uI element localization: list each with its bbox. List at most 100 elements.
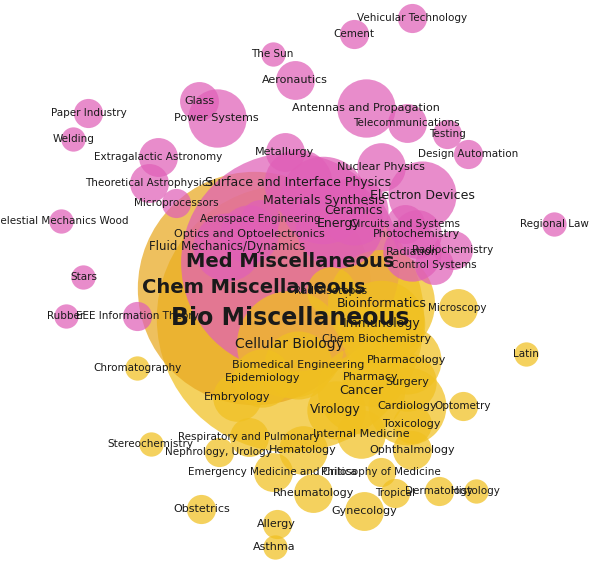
Text: Radiation: Radiation bbox=[385, 247, 439, 257]
Text: Glass: Glass bbox=[184, 95, 214, 106]
Text: Gynecology: Gynecology bbox=[331, 506, 397, 515]
Text: Philosophy of Medicine: Philosophy of Medicine bbox=[322, 467, 441, 476]
Point bbox=[133, 363, 142, 372]
Text: Chem Biochemistry: Chem Biochemistry bbox=[322, 334, 431, 344]
Text: Bio Miscellaneous: Bio Miscellaneous bbox=[170, 306, 409, 331]
Point bbox=[463, 150, 473, 159]
Text: Internal Medicine: Internal Medicine bbox=[313, 428, 409, 438]
Point bbox=[280, 147, 290, 157]
Text: Embryology: Embryology bbox=[203, 392, 270, 402]
Text: Med Miscellaneous: Med Miscellaneous bbox=[185, 253, 394, 271]
Text: Chem Miscellaneous: Chem Miscellaneous bbox=[142, 278, 366, 297]
Point bbox=[61, 312, 71, 321]
Text: Rheumatology: Rheumatology bbox=[272, 488, 354, 498]
Point bbox=[349, 29, 359, 38]
Text: Optometry: Optometry bbox=[434, 401, 491, 411]
Text: Radioisotopes: Radioisotopes bbox=[294, 286, 367, 295]
Text: Dermatology: Dermatology bbox=[406, 486, 473, 496]
Text: Materials Synthesis: Materials Synthesis bbox=[263, 194, 384, 207]
Point bbox=[407, 420, 416, 429]
Point bbox=[68, 134, 78, 143]
Text: Nephrology, Urology: Nephrology, Urology bbox=[165, 447, 272, 457]
Text: Electron Devices: Electron Devices bbox=[370, 189, 475, 202]
Text: Surface and Interface Physics: Surface and Interface Physics bbox=[205, 176, 391, 189]
Text: Cement: Cement bbox=[334, 29, 374, 39]
Point bbox=[290, 76, 300, 85]
Text: Ophthalmology: Ophthalmology bbox=[369, 445, 455, 455]
Point bbox=[356, 429, 366, 438]
Point bbox=[390, 489, 400, 498]
Point bbox=[367, 372, 376, 381]
Text: Welding: Welding bbox=[52, 134, 94, 144]
Point bbox=[153, 153, 163, 162]
Point bbox=[319, 196, 328, 205]
Text: Immunology: Immunology bbox=[343, 317, 420, 330]
Point bbox=[56, 216, 66, 225]
Text: EEE Information Theory: EEE Information Theory bbox=[76, 311, 199, 321]
Point bbox=[222, 242, 232, 251]
Text: Radiochemistry: Radiochemistry bbox=[412, 245, 493, 255]
Text: Asthma: Asthma bbox=[253, 541, 296, 551]
Point bbox=[244, 230, 254, 239]
Point bbox=[371, 334, 381, 344]
Text: Regional Law: Regional Law bbox=[520, 219, 589, 229]
Text: Respiratory and Pulmonary: Respiratory and Pulmonary bbox=[178, 432, 320, 442]
Text: Cancer: Cancer bbox=[339, 384, 383, 397]
Point bbox=[79, 273, 88, 282]
Text: Chromatography: Chromatography bbox=[93, 363, 181, 373]
Point bbox=[250, 283, 259, 292]
Point bbox=[285, 258, 295, 267]
Point bbox=[293, 360, 303, 369]
Point bbox=[453, 303, 463, 312]
Text: Paper Industry: Paper Industry bbox=[50, 108, 127, 118]
Text: Optics and Optoelectronics: Optics and Optoelectronics bbox=[174, 229, 325, 239]
Text: Nuclear Physics: Nuclear Physics bbox=[337, 163, 425, 172]
Point bbox=[285, 314, 295, 323]
Text: Rubber: Rubber bbox=[47, 311, 85, 321]
Point bbox=[361, 103, 371, 112]
Text: Design Automation: Design Automation bbox=[418, 149, 518, 159]
Point bbox=[400, 219, 410, 228]
Point bbox=[270, 542, 280, 551]
Point bbox=[356, 386, 366, 395]
Text: Vehicular Technology: Vehicular Technology bbox=[357, 14, 467, 24]
Text: Aerospace Engineering: Aerospace Engineering bbox=[200, 214, 320, 224]
Text: Microprocessors: Microprocessors bbox=[134, 198, 218, 208]
Text: Pharmacology: Pharmacology bbox=[367, 355, 446, 364]
Text: Latin: Latin bbox=[513, 349, 539, 359]
Text: Epidemiology: Epidemiology bbox=[224, 373, 300, 383]
Point bbox=[407, 445, 416, 454]
Text: Stars: Stars bbox=[70, 272, 97, 282]
Text: Photochemistry: Photochemistry bbox=[373, 229, 461, 239]
Point bbox=[434, 486, 444, 496]
Point bbox=[334, 219, 343, 228]
Point bbox=[412, 230, 422, 239]
Point bbox=[133, 312, 142, 321]
Point bbox=[285, 340, 295, 349]
Point bbox=[83, 108, 93, 118]
Point bbox=[377, 163, 386, 172]
Text: Emergency Medicine and Critica: Emergency Medicine and Critica bbox=[188, 467, 357, 476]
Text: Cardiology: Cardiology bbox=[377, 401, 437, 411]
Point bbox=[417, 190, 427, 199]
Text: Extragalactic Astronomy: Extragalactic Astronomy bbox=[94, 152, 222, 162]
Text: Fluid Mechanics/Dynamics: Fluid Mechanics/Dynamics bbox=[149, 240, 305, 253]
Point bbox=[407, 14, 416, 23]
Text: Bioinformatics: Bioinformatics bbox=[337, 297, 426, 310]
Point bbox=[402, 401, 412, 410]
Point bbox=[402, 377, 412, 386]
Point bbox=[430, 260, 439, 270]
Text: Microscopy: Microscopy bbox=[428, 303, 487, 313]
Point bbox=[145, 179, 154, 188]
Text: Metallurgy: Metallurgy bbox=[255, 147, 314, 157]
Text: Control Systems: Control Systems bbox=[391, 260, 477, 270]
Text: Power Systems: Power Systems bbox=[174, 113, 259, 123]
Point bbox=[194, 96, 204, 105]
Point bbox=[298, 445, 308, 454]
Text: Energy: Energy bbox=[317, 218, 361, 231]
Text: Surgery: Surgery bbox=[385, 377, 429, 387]
Text: Allergy: Allergy bbox=[257, 519, 296, 529]
Point bbox=[212, 114, 221, 123]
Text: Histology: Histology bbox=[451, 486, 500, 496]
Point bbox=[521, 350, 530, 359]
